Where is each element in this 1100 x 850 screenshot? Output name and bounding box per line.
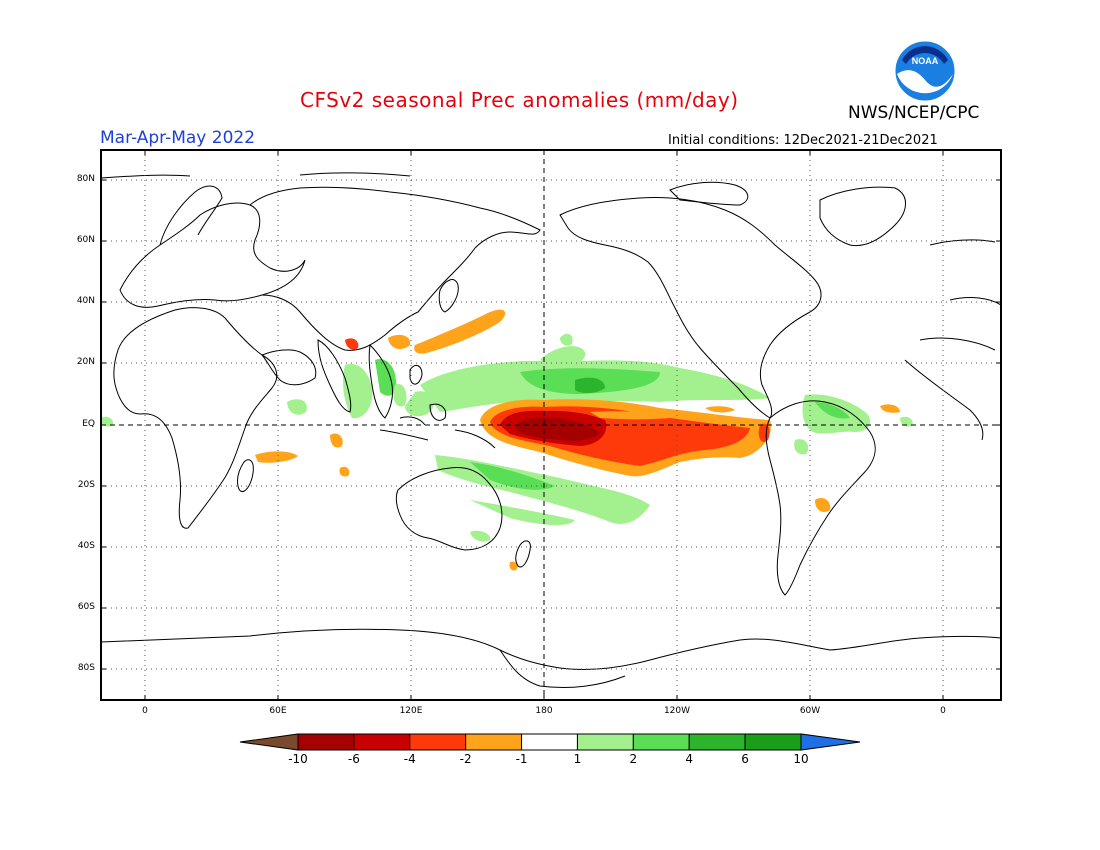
graticule xyxy=(101,150,1001,700)
colorbar-tick-label: 4 xyxy=(685,752,694,766)
map-ticks xyxy=(101,150,1001,700)
anomaly-fields xyxy=(101,309,913,571)
lon-label: 120W xyxy=(663,706,691,716)
colorbar-arrow-left xyxy=(239,733,299,751)
colorbar-box xyxy=(744,733,802,751)
colorbar-box xyxy=(353,733,411,751)
noaa-logo-icon: NOAA xyxy=(894,40,956,102)
initial-conditions-label: Initial conditions: 12Dec2021-21Dec2021 xyxy=(668,133,938,148)
figure-title: CFSv2 seasonal Prec anomalies (mm/day) xyxy=(300,88,739,112)
colorbar-tick-label: 10 xyxy=(793,752,809,766)
colorbar-box xyxy=(632,733,690,751)
lat-label: 40N xyxy=(76,296,95,306)
colorbar-box xyxy=(465,733,523,751)
colorbar-tick-label: 2 xyxy=(629,752,638,766)
svg-text:NOAA: NOAA xyxy=(912,56,939,66)
lon-label: 120E xyxy=(399,706,423,716)
lon-label: 60W xyxy=(799,706,821,716)
colorbar-tick-label: -6 xyxy=(347,752,360,766)
colorbar-box xyxy=(297,733,355,751)
coastlines xyxy=(101,172,1001,688)
colorbar-tick-label: -2 xyxy=(459,752,472,766)
agency-label: NWS/NCEP/CPC xyxy=(848,103,980,123)
season-label: Mar-Apr-May 2022 xyxy=(100,128,256,148)
colorbar-tick-label: 6 xyxy=(741,752,749,766)
colorbar-tick-label: 1 xyxy=(573,752,582,766)
lat-label: 60S xyxy=(77,602,95,612)
colorbar-box xyxy=(688,733,746,751)
lat-label: 40S xyxy=(77,541,95,551)
colorbar xyxy=(239,733,861,751)
lat-label: 60N xyxy=(76,235,95,245)
colorbar-tick-label: -4 xyxy=(403,752,416,766)
colorbar-box xyxy=(521,733,578,751)
lon-label: 60E xyxy=(269,706,287,716)
colorbar-box xyxy=(576,733,634,751)
lon-label: 0 xyxy=(142,706,148,716)
lat-label: EQ xyxy=(82,419,95,429)
lat-label: 20S xyxy=(77,480,95,490)
lat-label: 80N xyxy=(76,174,95,184)
colorbar-box xyxy=(409,733,467,751)
colorbar-tick-label: -10 xyxy=(288,752,308,766)
colorbar-tick-label: -1 xyxy=(515,752,528,766)
colorbar-arrow-right xyxy=(800,733,861,751)
lon-label: 0 xyxy=(940,706,946,716)
lon-label: 180 xyxy=(535,706,553,716)
lat-label: 20N xyxy=(76,357,95,367)
lat-label: 80S xyxy=(77,663,95,673)
